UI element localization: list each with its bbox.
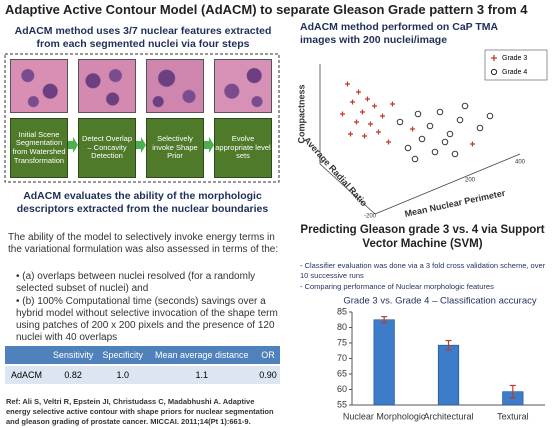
y-tick-label: 80 — [337, 322, 347, 332]
scatter-plot: Grade 3 Grade 4 Compactness Average Radi… — [296, 49, 548, 220]
left-heading: AdACM method uses 3/7 nuclear features e… — [14, 25, 272, 50]
header-cell: OR — [256, 346, 280, 365]
bullet-text: Classifier evaluation was done via a 3 f… — [300, 261, 546, 280]
svm-bullet: - Classifier evaluation was done via a 3… — [300, 261, 546, 280]
y-tick-label: 55 — [337, 399, 347, 409]
legend-marker — [491, 55, 497, 61]
x-tick-label: Textural — [497, 411, 529, 421]
scatter-points-grade3 — [340, 81, 475, 147]
scatter-heading: AdACM method performed on CaP TMA images… — [300, 21, 498, 46]
step-image — [10, 59, 68, 113]
cell: 1.1 — [147, 364, 257, 384]
header-cell — [5, 346, 49, 365]
svm-bullet: - Comparing performance of Nuclear morph… — [300, 282, 494, 291]
legend-box — [484, 49, 548, 81]
x-tick-label: Architectural — [423, 411, 473, 421]
y-tick-label: 60 — [337, 384, 347, 394]
y-tick-label: 85 — [337, 306, 347, 316]
step-label: Evolve appropriate level sets — [214, 118, 272, 178]
svm-heading: Predicting Gleason grade 3 vs. 4 via Sup… — [300, 224, 545, 250]
step-label: Selectively invoke Shape Prior — [146, 118, 204, 178]
title: Adaptive Active Contour Model (AdACM) to… — [5, 2, 528, 17]
cell: 0.82 — [48, 364, 98, 384]
tick-label: 200 — [465, 178, 476, 184]
step-image — [214, 59, 272, 113]
header-cell: Specificity — [97, 346, 148, 365]
step-label: Detect Overlap – Concavity Detection — [78, 118, 136, 178]
legend-label: Grade 4 — [502, 69, 527, 76]
cell: 1.0 — [97, 364, 148, 384]
chart-title: Grade 3 vs. Grade 4 – Classification acc… — [343, 296, 537, 307]
scatter-axes — [319, 64, 521, 215]
table-row: AdACM 0.82 1.0 1.1 0.90 — [5, 364, 280, 384]
scatter-points-grade4 — [396, 102, 494, 163]
bullet: • (a) overlaps between nuclei resolved (… — [16, 271, 256, 294]
y-tick-label: 65 — [337, 368, 347, 378]
step-label: Initial Scene Segmentation from Watershe… — [10, 118, 68, 178]
tick-label: 400 — [515, 160, 526, 166]
step-image — [146, 59, 204, 113]
legend-marker — [490, 68, 498, 76]
y-tick-label: 75 — [337, 337, 347, 347]
tick-label: -200 — [364, 214, 377, 220]
x-tick-label: Nuclear Morphologic — [343, 411, 426, 421]
table-header: Sensitivity Specificity Mean average dis… — [5, 346, 280, 365]
header-cell: Sensitivity — [48, 346, 98, 365]
bullet-text: (a) overlaps between nuclei resolved (fo… — [16, 271, 256, 294]
paragraph: The ability of the model to selectively … — [8, 232, 279, 255]
legend-label: Grade 3 — [502, 55, 527, 62]
bullet-text: Comparing performance of Nuclear morphol… — [304, 282, 494, 291]
results-table: Sensitivity Specificity Mean average dis… — [5, 346, 280, 384]
bullet: • (b) 100% Computational time (seconds) … — [16, 296, 278, 343]
header-cell: Mean average distance — [147, 346, 257, 365]
bar — [437, 344, 460, 406]
y-tick-label: 70 — [337, 353, 347, 363]
step-image — [78, 59, 136, 113]
steps-frame — [4, 53, 280, 183]
cell: AdACM — [5, 364, 49, 384]
left-subheading: AdACM evaluates the ability of the morph… — [16, 190, 269, 215]
axis-label: Compactness — [296, 84, 306, 143]
cell: 0.90 — [256, 364, 280, 384]
bullet-text: (b) 100% Computational time (seconds) sa… — [16, 296, 278, 343]
bar — [373, 319, 395, 406]
reference: Ref: Ali S, Veltri R, Epstein JI, Christ… — [6, 397, 274, 426]
step-arrows — [68, 137, 214, 153]
